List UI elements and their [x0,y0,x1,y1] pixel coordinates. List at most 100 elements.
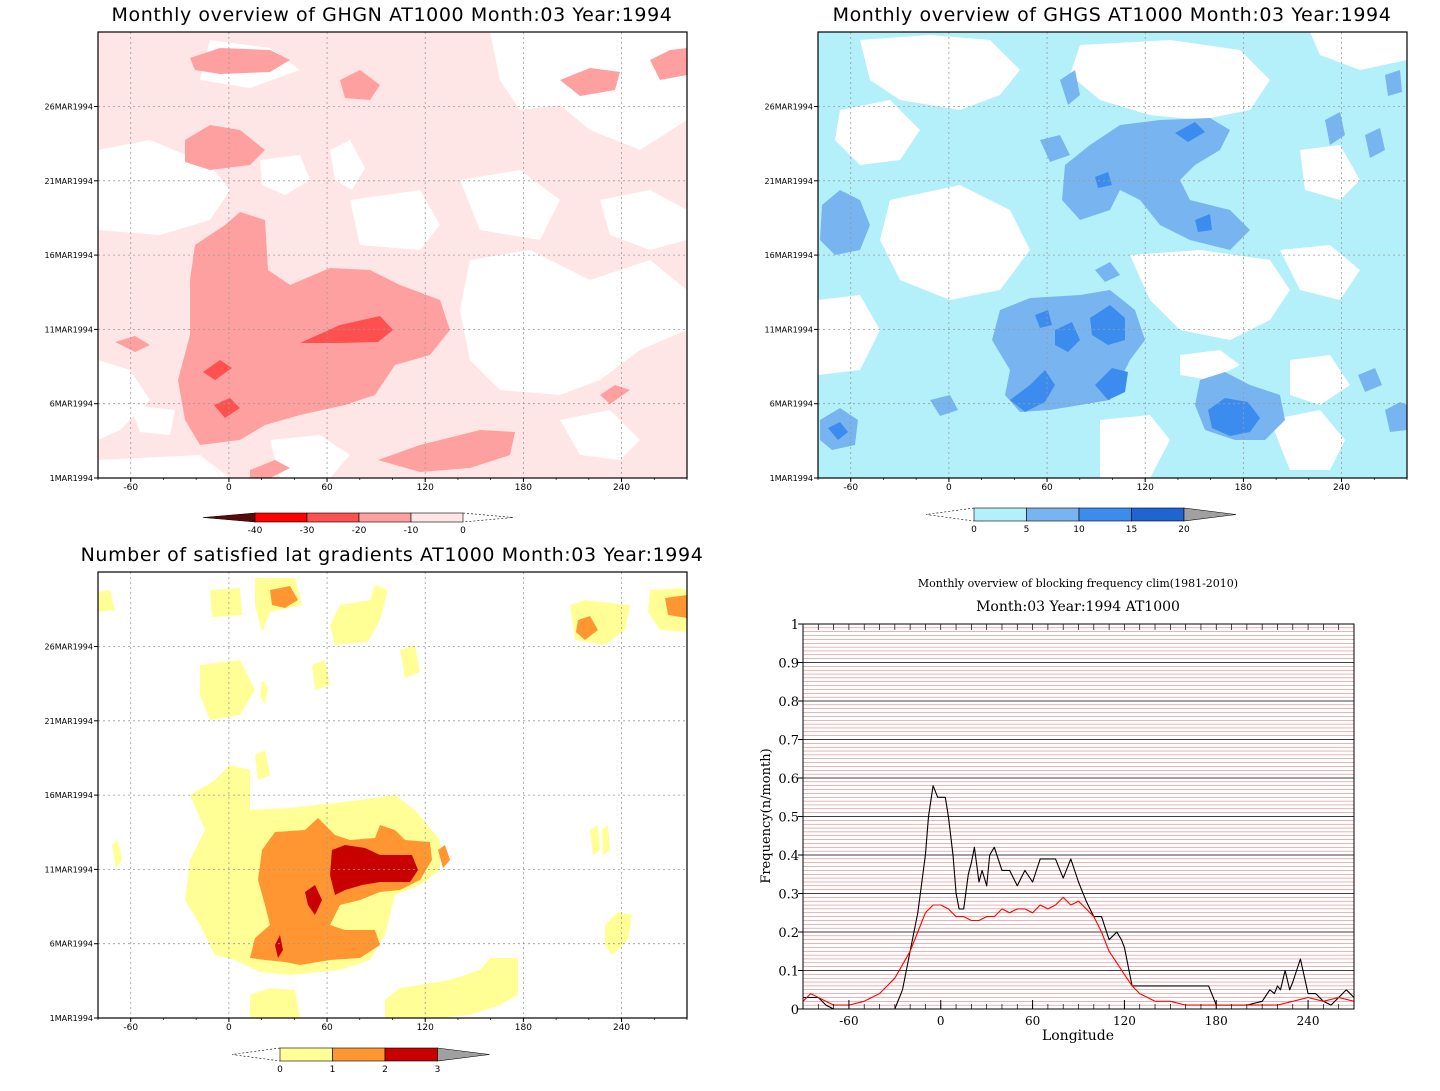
ghgn-contour-medium [203,360,232,380]
ghgn-contour-light [190,48,290,74]
ghgn-contour-medium [300,316,393,343]
panel-lat-gradients: Number of satisfied lat gradients AT1000… [45,544,704,1075]
ghgs-white-area [1280,245,1360,300]
ghgs-white-area [818,295,880,375]
latgrad-axes: -60 0 60 120 180 240 1MAR1994 6MAR1994 11MAR1994… [45,643,688,1033]
colorbar-high-triangle [437,1047,490,1062]
y-tick-label: 6MAR1994 [770,400,813,409]
ghgn-white-area [98,360,150,440]
y-tick-label: 6MAR1994 [50,400,93,409]
colorbar-label: -30 [300,526,315,536]
colorbar-open-triangle [462,512,514,523]
ghgs-contour-medium [820,190,870,255]
x-tick-label: 120 [1137,483,1154,493]
latgrad-title: Number of satisfied lat gradients AT1000… [81,544,704,566]
x-tick-label: 120 [417,1023,434,1033]
ghgs-contour-medium [1365,128,1385,158]
ghgs-contour-medium [1060,70,1080,105]
ghgn-contour-light [185,125,265,170]
colorbar-label: -40 [248,526,263,536]
ghgn-white-area [130,405,175,435]
panel-ghgn: Monthly overview of GHGN AT1000 Month:03… [45,4,688,536]
latgrad-contour-yellow [330,585,388,645]
colorbar-segment [410,512,464,523]
blocking-title: Monthly overview of blocking frequency c… [918,577,1238,590]
colorbar-low-triangle [202,512,256,523]
ghgn-white-area [260,155,310,195]
y-tick-label: 1MAR1994 [770,474,813,483]
latgrad-contour-yellow [98,590,115,612]
y-tick-label: 16MAR1994 [765,251,813,260]
x-tick-label: 0 [937,1014,945,1028]
x-tick-label: 180 [1235,483,1252,493]
x-tick-label: 0 [226,483,232,493]
ghgn-white-area [600,190,687,250]
ghgs-white-area [1300,145,1360,200]
ghgs-white-area [1270,410,1345,470]
ghgn-white-area [330,140,365,190]
y-tick-label: 1 [791,618,799,633]
latgrad-contour-orange [665,595,687,618]
x-tick-label: 240 [613,1023,630,1033]
y-tick-label: 26MAR1994 [45,643,93,652]
y-tick-label: 0 [791,1003,799,1018]
x-tick-label: 180 [515,483,532,493]
colorbar-label: -10 [404,526,419,536]
y-tick-label: 21MAR1994 [765,177,813,186]
colorbar-segment [306,512,360,523]
ghgs-white-area [1290,355,1350,405]
ghgs-white-area [860,35,1020,110]
ghgs-white-area [1310,32,1407,70]
ghgn-colorbar: -40 -30 -20 -10 0 [202,512,514,536]
colorbar-open-triangle [231,1047,281,1062]
ghgs-contour-dark [1010,370,1055,412]
blocking-subtitle: Month:03 Year:1994 AT1000 [976,599,1180,615]
x-tick-label: 240 [1333,483,1350,493]
ghgn-gridlines [98,32,687,478]
panel-blocking-frequency: Monthly overview of blocking frequency c… [759,577,1355,1044]
x-tick-label: -60 [839,1014,858,1028]
latgrad-contour-yellow [385,958,518,1018]
latgrad-contour-yellow [250,988,300,1018]
colorbar-label: 5 [1024,525,1030,535]
ghgn-contour-light [650,48,687,80]
ghgs-contour-dark [828,422,848,440]
ghgn-white-area [560,410,640,460]
x-tick-label: 0 [946,483,952,493]
latgrad-contour-yellow [200,660,255,720]
y-tick-label: 0.1 [778,965,799,980]
ghgs-colorbar: 0 5 10 15 20 [925,507,1237,535]
ghgs-axes: -60 0 60 120 180 240 1MAR1994 6MAR1994 11MAR1994… [765,103,1408,493]
y-tick-label: 26MAR1994 [45,103,93,112]
ghgn-contour-light [178,212,450,445]
latgrad-contour-yellow [602,825,610,855]
y-tick-label: 0.9 [778,657,799,672]
x-tick-label: 60 [321,483,333,493]
blocking-gridlines [803,627,1354,1006]
colorbar-label: 1 [330,1065,336,1075]
colorbar-segment [384,1047,438,1062]
ghgn-axes: -60 0 60 120 180 240 1MAR1994 6MAR1994 11MAR1994… [45,103,688,493]
y-tick-label: 11MAR1994 [45,325,93,334]
ghgs-title: Monthly overview of GHGS AT1000 Month:03… [833,4,1392,26]
ghgs-contour-medium [930,395,958,416]
blocking-series [802,785,1355,1010]
colorbar-segment [1026,507,1080,522]
ghgn-title: Monthly overview of GHGN AT1000 Month:03… [112,4,673,26]
colorbar-segment [358,512,412,523]
colorbar-segment [1131,507,1185,522]
y-tick-label: 0.5 [778,811,799,826]
colorbar-segment [332,1047,386,1062]
latgrad-contour-orange [270,586,298,608]
ghgs-contour-dark [1095,172,1112,188]
latgrad-contour-yellow [605,912,632,955]
series-line-black [803,785,1355,1010]
y-tick-label: 0.7 [778,734,799,749]
colorbar-label: 0 [460,526,466,536]
ghgs-contour-dark [1175,122,1205,142]
latgrad-gridlines [98,572,687,1018]
colorbar-label: 0 [277,1065,283,1075]
colorbar-label: 20 [1178,525,1190,535]
colorbar-segment [973,507,1027,522]
